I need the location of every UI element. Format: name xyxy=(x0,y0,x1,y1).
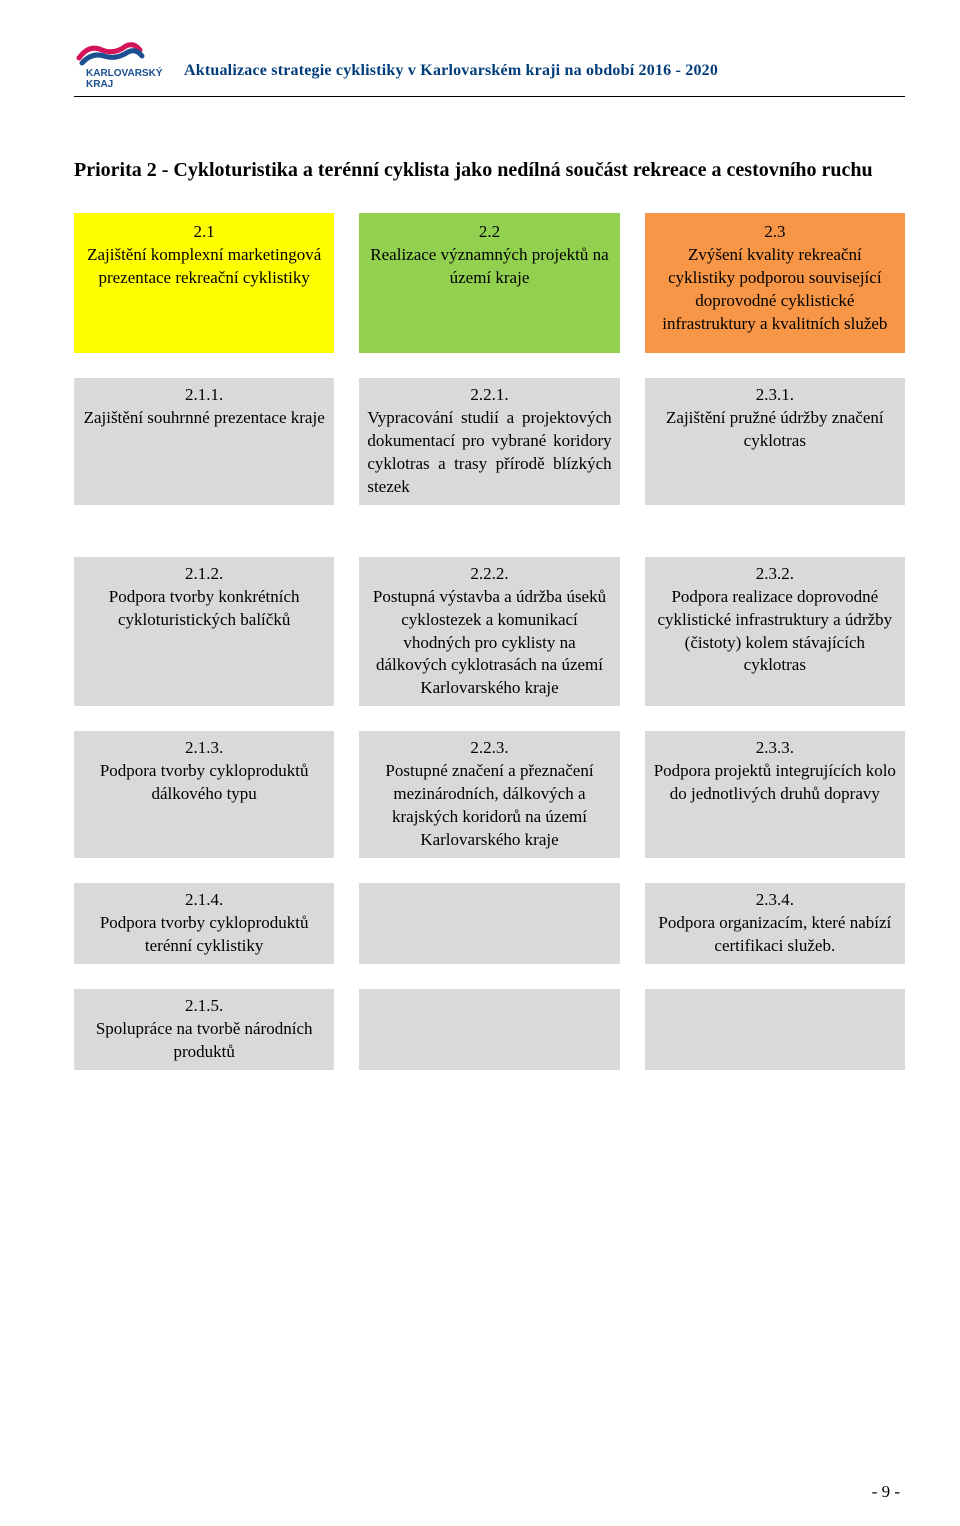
cell-num: 2.3.2. xyxy=(653,563,897,586)
cell-num: 2.1.3. xyxy=(82,737,326,760)
cell-text: Vypracování studií a projektových dokume… xyxy=(367,407,611,499)
cell-text: Podpora projektů integrujících kolo do j… xyxy=(654,761,896,803)
cell-text: Podpora realizace doprovodné cyklistické… xyxy=(658,587,893,675)
cell-text: Spolupráce na tvorbě národních produktů xyxy=(96,1019,313,1061)
logo-text-bottom: KRAJ xyxy=(86,79,113,90)
pillar-text: Zvýšení kvality rekreační cyklistiky pod… xyxy=(662,245,887,333)
cell-num: 2.3.4. xyxy=(653,889,897,912)
cell-empty xyxy=(359,989,619,1070)
cell-2-1-4: 2.1.4. Podpora tvorby cykloproduktů teré… xyxy=(74,883,334,964)
cell-2-1-1: 2.1.1. Zajištění souhrnné prezentace kra… xyxy=(74,378,334,505)
cell-num: 2.3.1. xyxy=(653,384,897,407)
cell-2-3-3: 2.3.3. Podpora projektů integrujících ko… xyxy=(645,731,905,858)
cell-num: 2.1.4. xyxy=(82,889,326,912)
cell-2-2-2: 2.2.2. Postupná výstavba a údržba úseků … xyxy=(359,557,619,707)
cell-text: Podpora organizacím, které nabízí certif… xyxy=(658,913,891,955)
cell-2-3-4: 2.3.4. Podpora organizacím, které nabízí… xyxy=(645,883,905,964)
cell-num: 2.1.2. xyxy=(82,563,326,586)
pillar-num: 2.2 xyxy=(367,221,611,244)
cell-num: 2.2.1. xyxy=(367,384,611,407)
cell-text: Zajištění souhrnné prezentace kraje xyxy=(84,408,325,427)
pillar-num: 2.1 xyxy=(82,221,326,244)
cell-num: 2.1.1. xyxy=(82,384,326,407)
pillar-text: Realizace významných projektů na území k… xyxy=(370,245,608,287)
section-title: Priorita 2 - Cykloturistika a terénní cy… xyxy=(74,157,905,183)
cell-2-1-3: 2.1.3. Podpora tvorby cykloproduktů dálk… xyxy=(74,731,334,858)
cell-2-1-2: 2.1.2. Podpora tvorby konkrétních cyklot… xyxy=(74,557,334,707)
cell-num: 2.2.2. xyxy=(367,563,611,586)
pillar-text: Zajištění komplexní marketingová prezent… xyxy=(87,245,321,287)
cell-empty xyxy=(645,989,905,1070)
cell-text: Postupné značení a přeznačení mezinárodn… xyxy=(385,761,593,849)
page-number: - 9 - xyxy=(872,1482,900,1502)
grid-block-2: 2.1.2. Podpora tvorby konkrétních cyklot… xyxy=(74,557,905,1070)
cell-2-3-1: 2.3.1. Zajištění pružné údržby značení c… xyxy=(645,378,905,505)
cell-text: Zajištění pružné údržby značení cyklotra… xyxy=(666,408,884,450)
document-title: Aktualizace strategie cyklistiky v Karlo… xyxy=(184,62,718,90)
grid-block-1: 2.1 Zajištění komplexní marketingová pre… xyxy=(74,213,905,505)
cell-empty xyxy=(359,883,619,964)
cell-num: 2.2.3. xyxy=(367,737,611,760)
logo-text-top: KARLOVARSKÝ xyxy=(86,66,163,79)
cell-2-3-2: 2.3.2. Podpora realizace doprovodné cykl… xyxy=(645,557,905,707)
cell-num: 2.3.3. xyxy=(653,737,897,760)
cell-text: Podpora tvorby cykloproduktů terénní cyk… xyxy=(100,913,309,955)
cell-2-2-1: 2.2.1. Vypracování studií a projektových… xyxy=(359,378,619,505)
page-header: KARLOVARSKÝ KRAJ Aktualizace strategie c… xyxy=(74,40,905,97)
cell-num: 2.1.5. xyxy=(82,995,326,1018)
pillar-num: 2.3 xyxy=(653,221,897,244)
cell-text: Postupná výstavba a údržba úseků cyklost… xyxy=(373,587,606,698)
pillar-2-3: 2.3 Zvýšení kvality rekreační cyklistiky… xyxy=(645,213,905,353)
cell-2-1-5: 2.1.5. Spolupráce na tvorbě národních pr… xyxy=(74,989,334,1070)
cell-text: Podpora tvorby konkrétních cykloturistic… xyxy=(109,587,300,629)
pillar-2-1: 2.1 Zajištění komplexní marketingová pre… xyxy=(74,213,334,353)
pillar-2-2: 2.2 Realizace významných projektů na úze… xyxy=(359,213,619,353)
region-logo: KARLOVARSKÝ KRAJ xyxy=(74,40,174,90)
cell-text: Podpora tvorby cykloproduktů dálkového t… xyxy=(100,761,309,803)
cell-2-2-3: 2.2.3. Postupné značení a přeznačení mez… xyxy=(359,731,619,858)
